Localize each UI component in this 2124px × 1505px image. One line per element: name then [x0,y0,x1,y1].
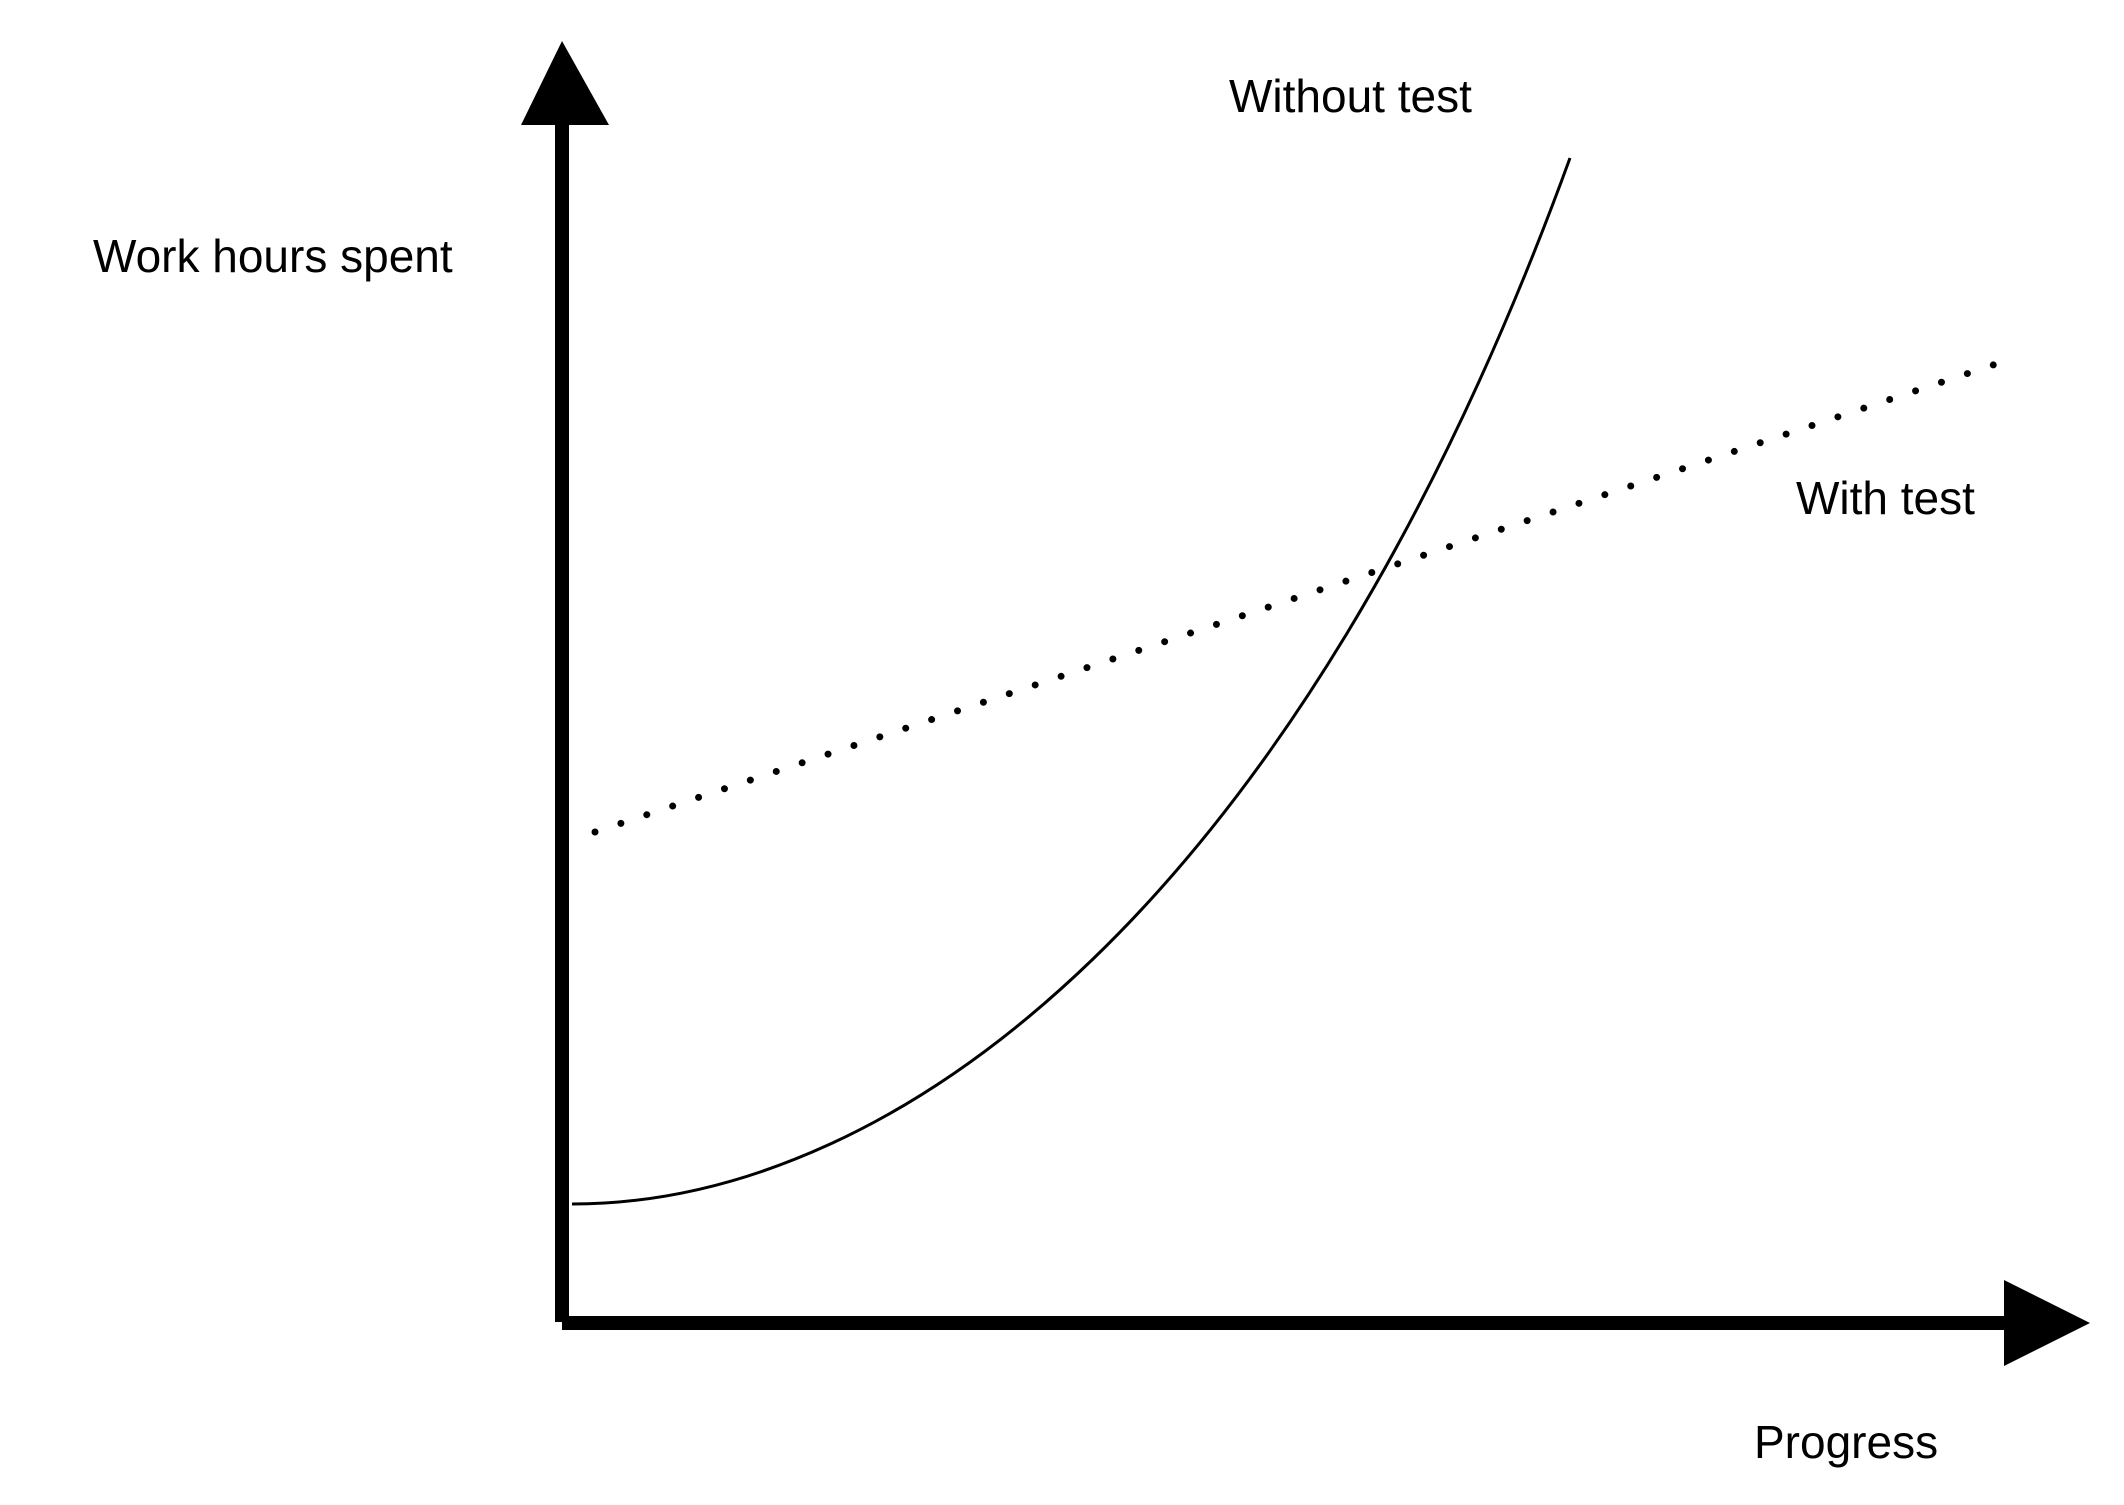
x-axis-label: Progress [1754,1416,1938,1468]
y-axis-label: Work hours spent [93,230,453,282]
x-axis-arrow [2004,1280,2090,1366]
y-axis-arrow [521,41,609,125]
without-test-curve [571,157,1572,1206]
curve-label: With test [1796,472,1975,524]
with-test-line [591,357,2009,836]
curve-label: Without test [1229,70,1472,122]
